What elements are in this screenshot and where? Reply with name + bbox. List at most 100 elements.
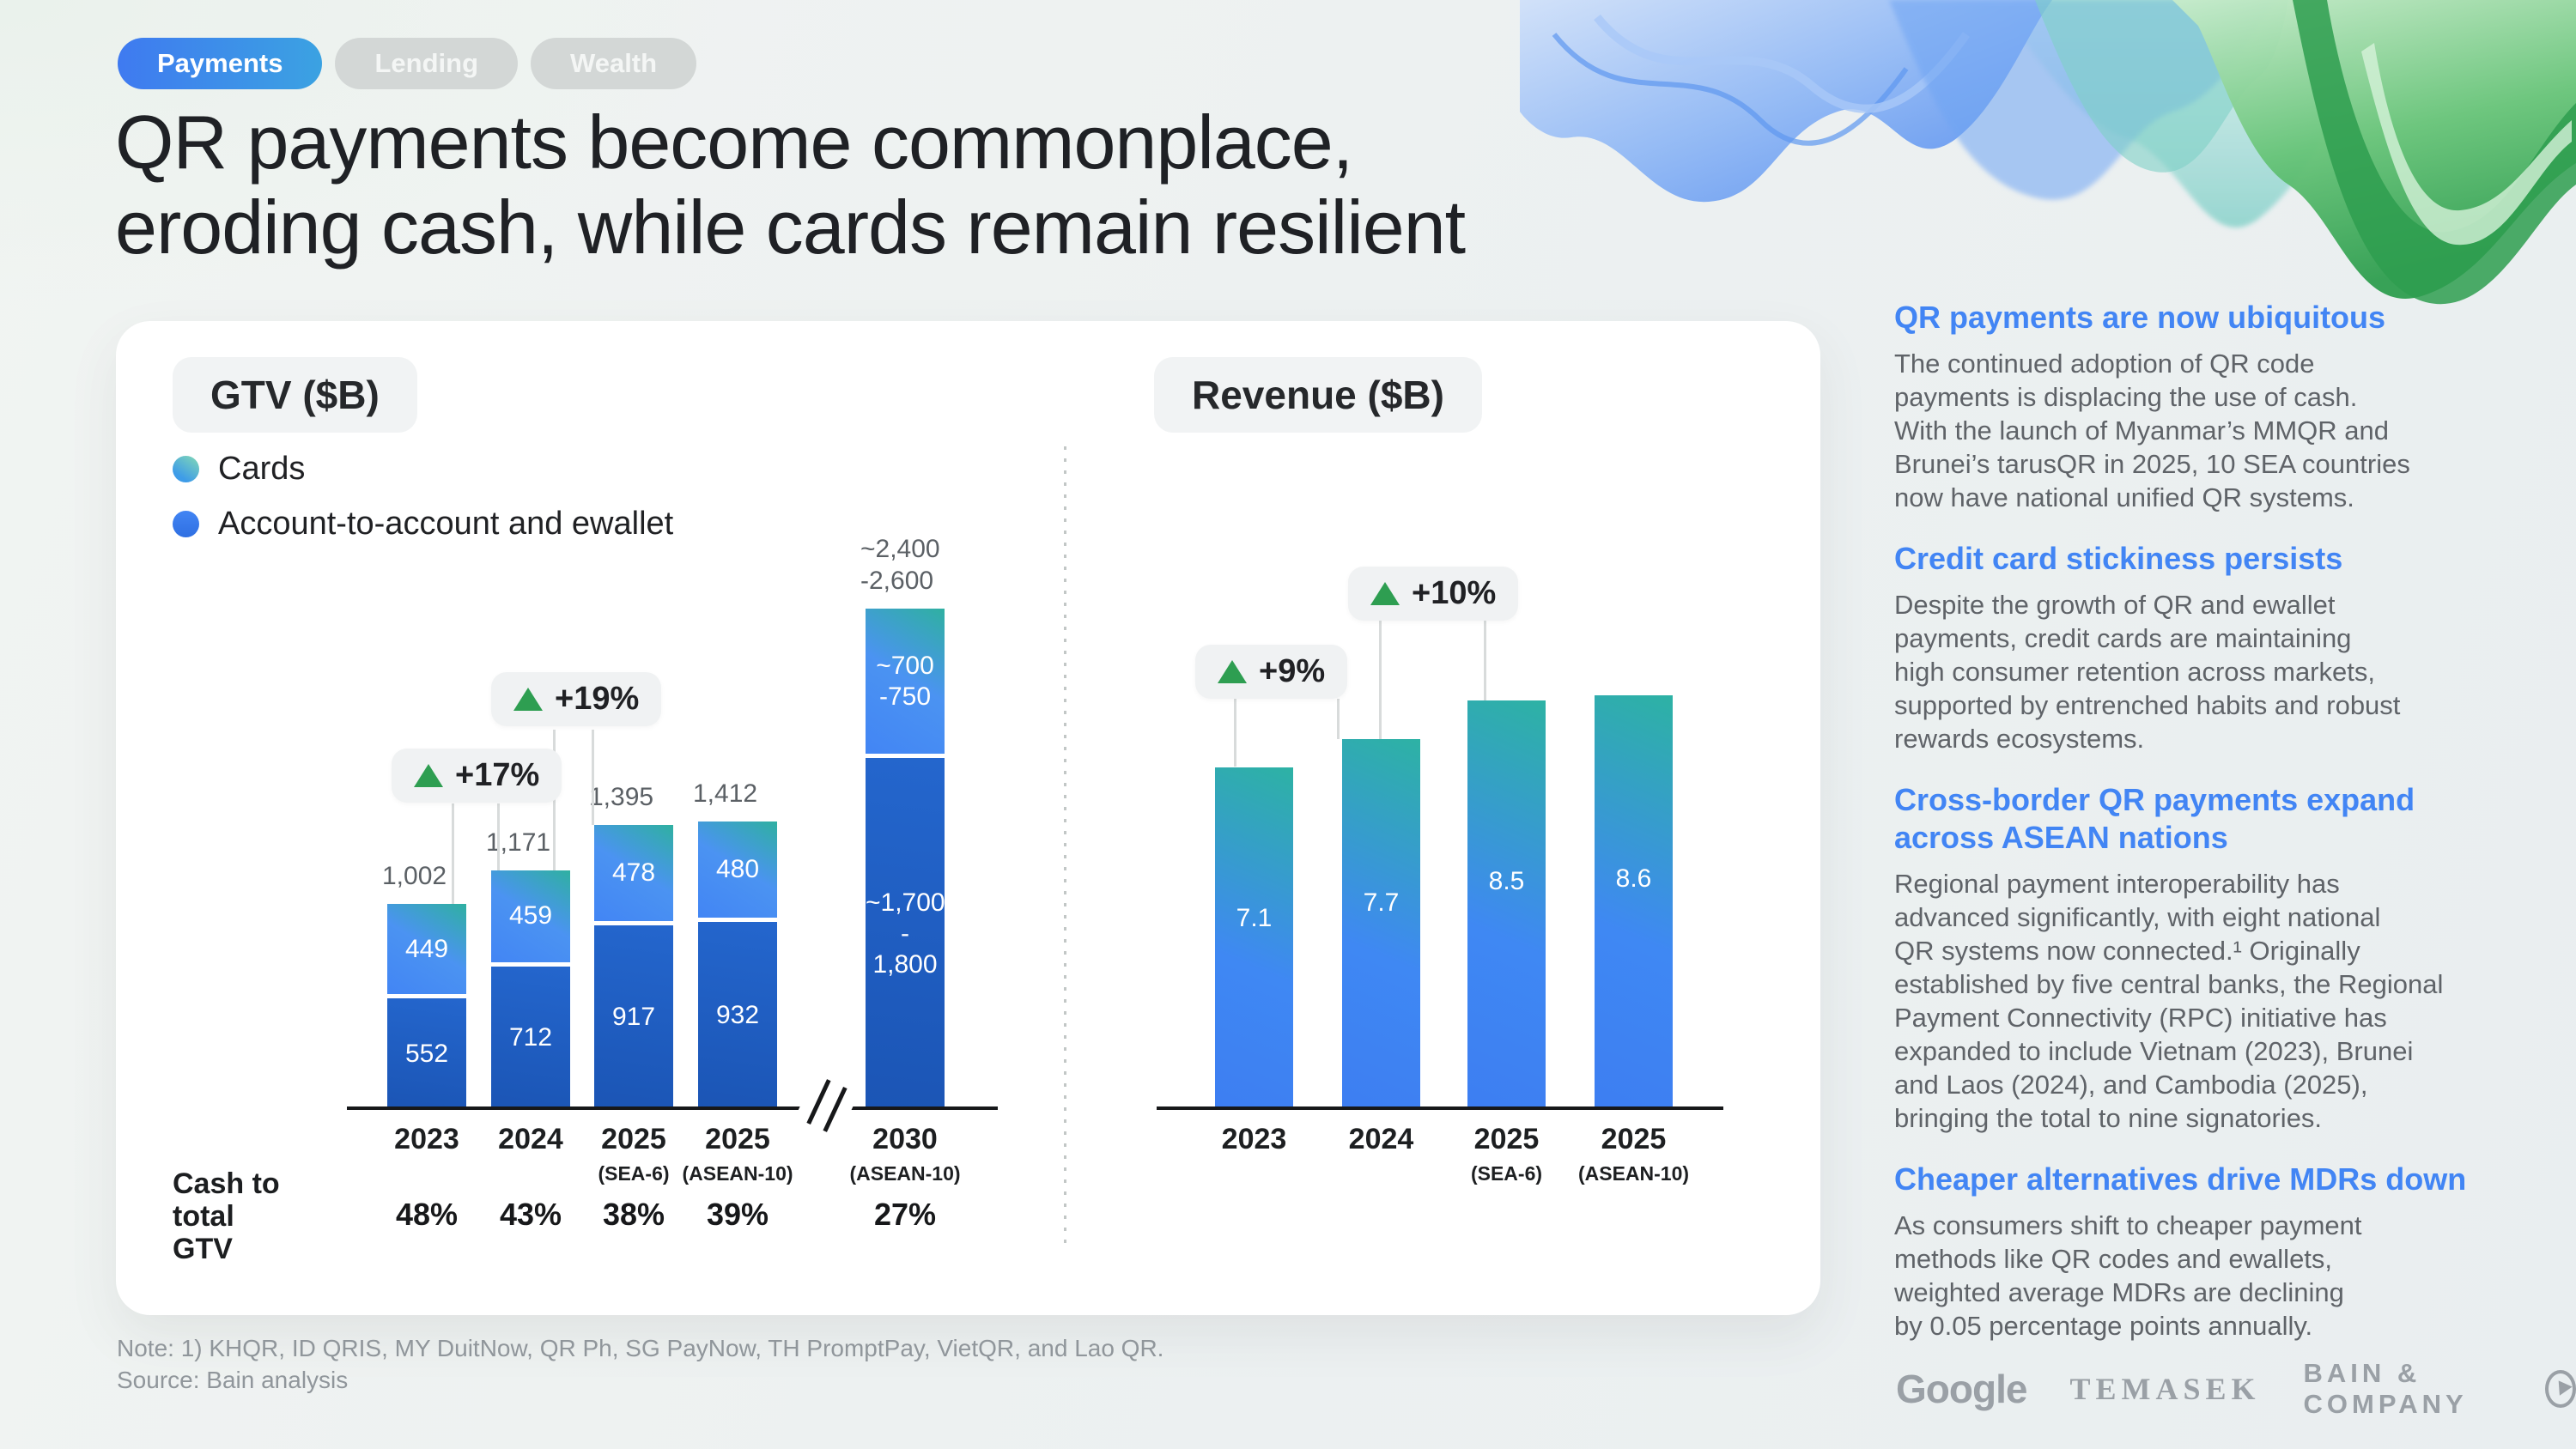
- bar-segment-cards: 480: [698, 822, 777, 919]
- cash-to-total-gtv-label: Cash to total GTV: [173, 1167, 280, 1265]
- insights-panel: QR payments are now ubiquitous The conti…: [1894, 299, 2564, 1368]
- google-logo: Google: [1896, 1367, 2027, 1411]
- x-axis-sub-label: (SEA-6): [1470, 1162, 1543, 1185]
- bar-value-label: 478: [611, 858, 656, 888]
- bar-segment-cards: 459: [491, 870, 570, 962]
- x-axis-sub-label: (ASEAN-10): [849, 1162, 961, 1185]
- bar-segment-a2a: 917: [594, 925, 673, 1109]
- badge-connector: [1379, 621, 1382, 739]
- insight-body: Despite the growth of QR and ewallet pay…: [1894, 590, 2401, 754]
- cash-to-gtv-value: 43%: [499, 1197, 562, 1232]
- insight-body: As consumers shift to cheaper payment me…: [1894, 1210, 2362, 1341]
- x-axis-year-label: 2025: [601, 1123, 666, 1155]
- revenue-bar: 7.7: [1342, 738, 1420, 1109]
- up-triangle-icon: [1218, 660, 1247, 683]
- tab-lending[interactable]: Lending: [335, 38, 519, 89]
- legend-label-a2a: Account-to-account and ewallet: [218, 505, 674, 542]
- growth-badge-label: +9%: [1259, 653, 1326, 689]
- badge-connector: [1337, 699, 1340, 739]
- partner-logos: Google TEMASEK BAIN & COMPANY: [1896, 1358, 2576, 1420]
- bar-value-label: 7.1: [1236, 904, 1273, 933]
- bar-value-label: 932: [715, 1001, 760, 1030]
- legend-item-a2a: Account-to-account and ewallet: [173, 505, 673, 543]
- cash-to-gtv-value: 48%: [395, 1197, 459, 1232]
- revenue-bar: 8.5: [1467, 700, 1546, 1109]
- growth-badge-label: +10%: [1412, 575, 1497, 611]
- insight-heading-credit-card: Credit card stickiness persists: [1894, 541, 2343, 576]
- growth-badge-gtv-17: +17%: [392, 749, 562, 803]
- up-triangle-icon: [1370, 582, 1400, 605]
- growth-badge-gtv-19: +19%: [491, 672, 662, 726]
- x-axis-sub-label: (ASEAN-10): [1577, 1162, 1690, 1185]
- bar-segment-a2a: 552: [387, 998, 466, 1109]
- legend-label-cards: Cards: [218, 450, 306, 487]
- source-note: Source: Bain analysis: [117, 1367, 349, 1393]
- bain-logo-group: BAIN & COMPANY: [2304, 1358, 2576, 1420]
- bar-total-label: 1,395: [589, 783, 654, 812]
- legend-item-cards: Cards: [173, 450, 673, 488]
- bar-value-label: ~1,700 - 1,800: [866, 888, 945, 979]
- x-axis-year-label: 2025: [705, 1123, 770, 1155]
- bar-total-label: 1,002: [382, 862, 447, 891]
- growth-badge-rev-9: +9%: [1195, 645, 1348, 699]
- bar-value-label: ~700 -750: [876, 651, 934, 711]
- page-title: QR payments become commonplace, eroding …: [115, 100, 1466, 270]
- bar-segment-cards: 478: [594, 825, 673, 921]
- bar-segment-a2a: 932: [698, 922, 777, 1109]
- cash-to-gtv-value: 38%: [602, 1197, 665, 1232]
- bar-value-label: 8.5: [1488, 867, 1525, 896]
- x-axis-year-label: 2025: [1473, 1123, 1540, 1155]
- growth-badge-label: +19%: [555, 681, 640, 717]
- cash-to-gtv-value: 27%: [873, 1197, 937, 1232]
- temasek-logo: TEMASEK: [2069, 1372, 2261, 1406]
- chart-card: GTV ($B) Cards Account-to-account and ew…: [116, 321, 1820, 1315]
- bar-total-label: 1,171: [486, 828, 551, 857]
- tab-payments[interactable]: Payments: [118, 38, 323, 89]
- revenue-chart: +9% +10% 7.1 2023 7.7 2024 8.5 2025 (SEA-6) 8.6…: [1157, 321, 1723, 1185]
- x-axis-year-label: 2030: [872, 1123, 938, 1155]
- badge-connector: [592, 730, 594, 825]
- insight-heading-cross-border: Cross-border QR payments expand across A…: [1894, 782, 2415, 855]
- x-axis-year-label: 2023: [394, 1123, 459, 1155]
- growth-badge-label: +17%: [455, 757, 540, 793]
- footer-notes: Note: 1) KHQR, ID QRIS, MY DuitNow, QR P…: [117, 1332, 1163, 1396]
- badge-connector: [497, 803, 500, 870]
- gtv-chart-title: GTV ($B): [173, 357, 417, 433]
- insight-heading-qr-ubiquitous: QR payments are now ubiquitous: [1894, 300, 2386, 335]
- a2a-legend-dot-icon: [173, 510, 199, 537]
- bar-value-label: 449: [404, 934, 449, 963]
- x-axis-sub-label: (SEA-6): [598, 1162, 670, 1185]
- segment-tabs: Payments Lending Wealth: [118, 38, 697, 89]
- tab-wealth[interactable]: Wealth: [531, 38, 697, 89]
- cash-to-gtv-value: 39%: [706, 1197, 769, 1232]
- revenue-x-axis: [1157, 1106, 1723, 1110]
- bain-logo: BAIN & COMPANY: [2303, 1358, 2468, 1419]
- bar-value-label: 459: [508, 901, 553, 931]
- gtv-chart: +17% +19% 552 449 1,002 2023 48% 712 459 1,171 2…: [347, 321, 998, 1232]
- bar-value-label: 480: [715, 855, 760, 884]
- insight-body: Regional payment interoperability has ad…: [1894, 869, 2444, 1133]
- bar-segment-a2a: 712: [491, 966, 570, 1109]
- x-axis-year-label: 2025: [1601, 1123, 1667, 1155]
- insight-heading-mdrs: Cheaper alternatives drive MDRs down: [1894, 1161, 2467, 1197]
- growth-badge-rev-10: +10%: [1348, 567, 1519, 621]
- revenue-bar: 8.6: [1595, 695, 1673, 1109]
- x-axis-year-label: 2024: [498, 1123, 563, 1155]
- cards-legend-dot-icon: [173, 455, 199, 482]
- bar-total-label: 1,412: [693, 779, 758, 809]
- x-axis-year-label: 2023: [1221, 1123, 1287, 1155]
- revenue-bar: 7.1: [1215, 767, 1293, 1109]
- gtv-x-axis: [347, 1106, 998, 1110]
- revenue-chart-title: Revenue ($B): [1154, 357, 1482, 433]
- up-triangle-icon: [513, 688, 543, 711]
- insight-body: The continued adoption of QR code paymen…: [1894, 349, 2410, 512]
- bar-value-label: 712: [508, 1022, 553, 1052]
- badge-connector: [452, 803, 454, 904]
- bar-segment-cards: ~700 -750: [866, 609, 945, 755]
- x-axis-year-label: 2024: [1348, 1123, 1414, 1155]
- footnote: Note: 1) KHQR, ID QRIS, MY DuitNow, QR P…: [117, 1335, 1164, 1361]
- up-triangle-icon: [414, 764, 443, 787]
- bar-value-label: 917: [611, 1002, 656, 1031]
- chart-divider: [1064, 446, 1066, 1245]
- badge-connector: [1484, 621, 1486, 700]
